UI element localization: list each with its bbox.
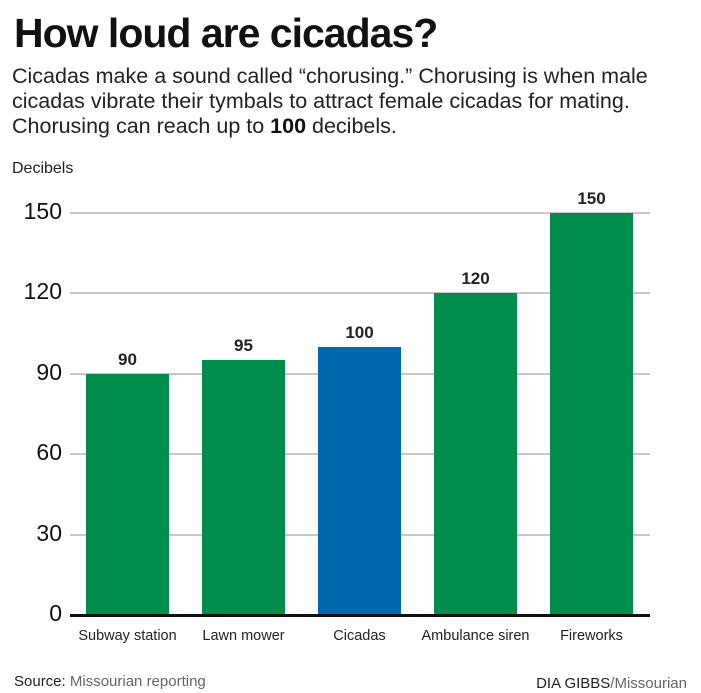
value-label: 95 — [234, 336, 253, 356]
value-label: 120 — [461, 269, 490, 289]
subtitle-text: Cicadas make a sound called “chorusing.”… — [12, 64, 648, 138]
credit-org: /Missourian — [610, 675, 687, 692]
subtitle-bold-value: 100 — [270, 114, 307, 138]
subtitle-text-end: decibels. — [306, 114, 397, 138]
source-note: Source: Missourian reporting — [14, 673, 206, 690]
value-label: 100 — [345, 323, 374, 342]
x-category-label: Cicadas — [333, 628, 386, 644]
value-label: 150 — [577, 189, 606, 208]
x-category-label: Fireworks — [560, 628, 623, 644]
x-category-label: Subway station — [78, 628, 177, 644]
y-tick-label: 150 — [23, 198, 62, 224]
credit-line: DIA GIBBS/Missourian — [536, 675, 687, 692]
chart-subtitle: Cicadas make a sound called “chorusing.”… — [12, 64, 692, 139]
bar-subway-station — [86, 373, 169, 615]
y-tick-label: 90 — [36, 358, 62, 385]
bar-fireworks — [550, 213, 633, 615]
gridline — [70, 292, 650, 295]
bar-lawn-mower — [202, 360, 285, 615]
gridline — [70, 212, 650, 214]
bar-ambulance-siren — [434, 293, 517, 615]
value-label: 90 — [118, 349, 137, 369]
y-tick-label: 30 — [36, 519, 62, 546]
y-tick-label: 0 — [49, 600, 62, 626]
bar-cicadas — [318, 347, 401, 615]
y-tick-label: 60 — [36, 439, 62, 466]
credit-name: DIA GIBBS — [536, 675, 611, 692]
y-tick-label: 120 — [23, 278, 62, 305]
y-axis-label: Decibels — [12, 160, 74, 177]
x-category-label: Ambulance siren — [421, 628, 530, 644]
x-category-label: Lawn mower — [202, 628, 285, 644]
x-axis-baseline — [70, 614, 650, 617]
source-text: Missourian reporting — [65, 673, 206, 690]
source-label: Source: — [14, 673, 66, 690]
chart-title: How loud are cicadas? — [14, 10, 438, 56]
